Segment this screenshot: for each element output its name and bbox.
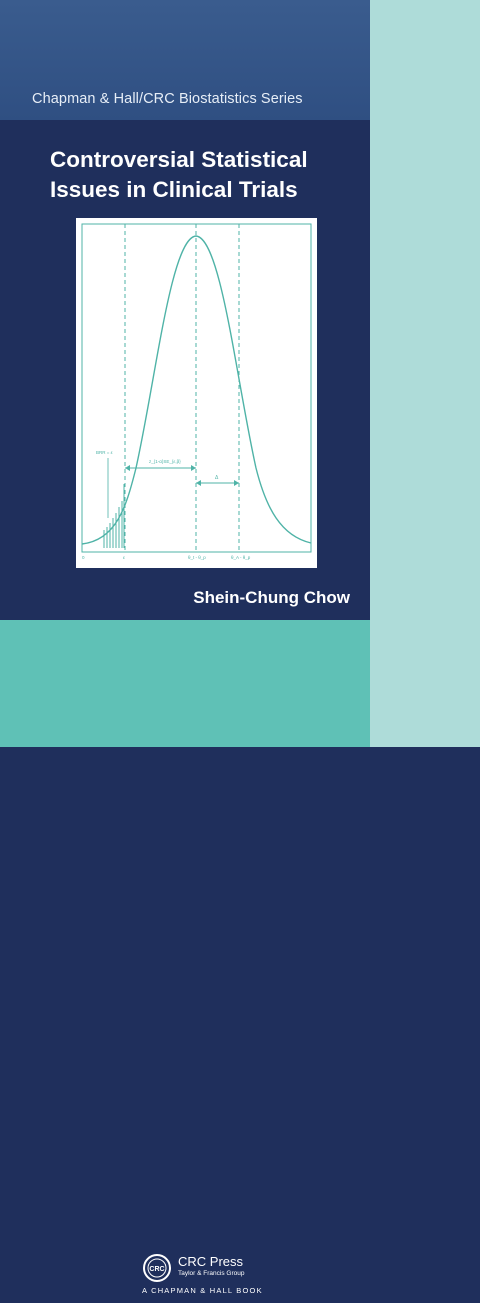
publisher-name: CRC Press — [178, 1254, 244, 1269]
crc-logo-icon: CRC — [143, 1254, 171, 1282]
label-delta: Δ — [215, 475, 219, 481]
bell-curve — [81, 235, 312, 545]
publisher-logo: CRC CRC Press Taylor & Francis Group A C… — [142, 1253, 282, 1303]
tick-right: θ_A - θ_p — [231, 555, 251, 560]
tick-epsilon: ε — [123, 555, 125, 560]
label-z: z_{1-α}SE_{ε,β} — [149, 459, 181, 464]
book-cover: Chapman & Hall/CRC Biostatistics Series … — [0, 0, 370, 1295]
crc-logo-text: CRC — [149, 1266, 164, 1273]
distribution-graphic: BRR = ε z_{1-α}SE_{ε,β} Δ 0 ε θ_t - θ_p … — [81, 223, 312, 560]
book-spine — [370, 0, 480, 747]
author-name: Shein-Chung Chow — [193, 588, 350, 607]
title-line-2: Issues in Clinical Trials — [50, 177, 298, 202]
cover-figure: BRR = ε z_{1-α}SE_{ε,β} Δ 0 ε θ_t - θ_p … — [76, 218, 317, 568]
series-title: Chapman & Hall/CRC Biostatistics Series — [32, 91, 303, 107]
series-band: Chapman & Hall/CRC Biostatistics Series — [0, 0, 370, 120]
tick-mid: θ_t - θ_p — [188, 555, 206, 560]
publisher-band: CRC CRC Press Taylor & Francis Group A C… — [0, 620, 370, 1295]
publisher-tagline: A CHAPMAN & HALL BOOK — [142, 1286, 263, 1295]
label-area: BRR = ε — [96, 450, 113, 455]
book-title: Controversial Statistical Issues in Clin… — [50, 145, 360, 205]
title-line-1: Controversial Statistical — [50, 147, 308, 172]
shaded-region — [103, 484, 125, 548]
tick-0: 0 — [82, 555, 85, 560]
publisher-subtitle: Taylor & Francis Group — [178, 1270, 245, 1277]
